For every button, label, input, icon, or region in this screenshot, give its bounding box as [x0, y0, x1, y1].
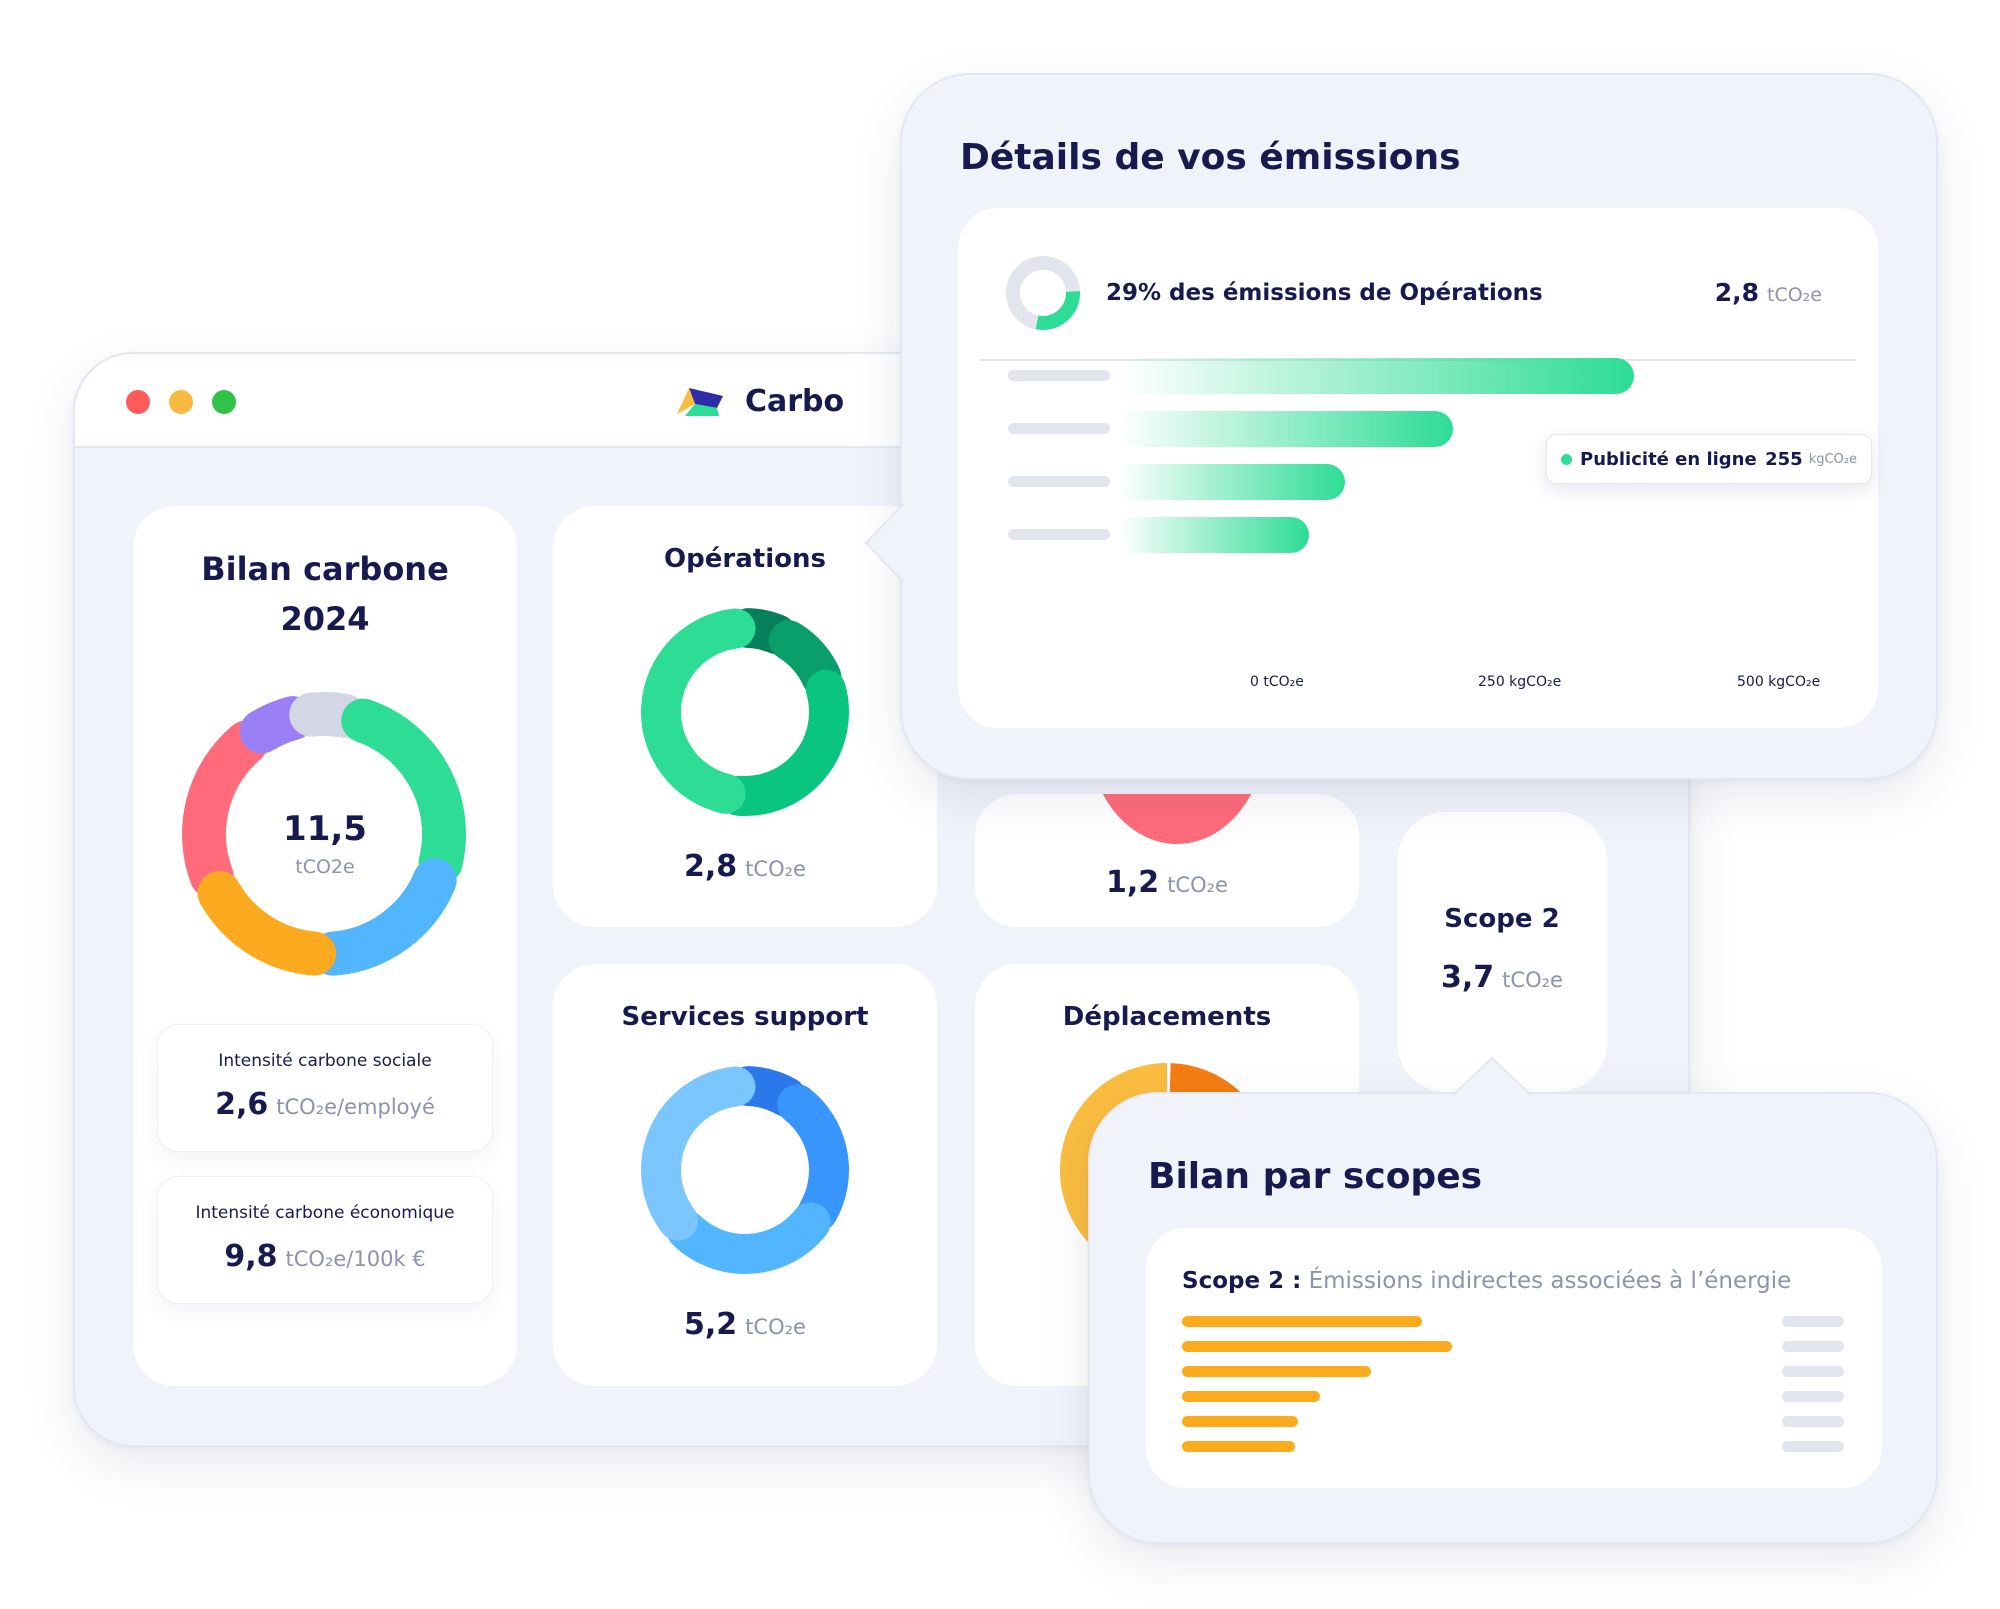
emissions-popup-title: Détails de vos émissions [960, 137, 1461, 178]
donut-segment-orange[interactable] [197, 871, 337, 976]
operations-value: 2,8 tCO₂e [684, 849, 806, 884]
summary-total-value: 11,5 [283, 809, 367, 849]
scopes-popup-title: Bilan par scopes [1148, 1156, 1483, 1197]
popup-pointer-arrow [1452, 1056, 1532, 1096]
scope-bar[interactable] [1182, 1366, 1371, 1377]
summary-donut-chart [182, 692, 466, 976]
minimize-window-button[interactable] [169, 390, 193, 414]
donut-segment-pink[interactable] [182, 720, 269, 899]
partial-donut-chart [1087, 794, 1267, 844]
bar-label-placeholder [1008, 370, 1110, 381]
axis-label-0: 0 tCO₂e [1250, 674, 1304, 690]
scopes-popup: Bilan par scopes Scope 2 : Émissions ind… [1088, 1056, 1938, 1544]
carbo-logo-icon [677, 388, 723, 416]
operations-donut-chart [641, 608, 849, 816]
share-ring-fill [1035, 291, 1080, 330]
scope-value-placeholder [1782, 1341, 1844, 1352]
services-donut-chart [641, 1066, 849, 1274]
scope-detail-panel: Scope 2 : Émissions indirectes associées… [1146, 1228, 1882, 1488]
economic-intensity-card[interactable]: Intensité carbone économique 9,8 tCO₂e/10… [157, 1176, 493, 1304]
deplacements-donut-chart [1060, 1063, 1274, 1277]
tooltip-label: Publicité en ligne [1580, 448, 1757, 470]
scope-bar[interactable] [1182, 1316, 1423, 1327]
services-support-value: 5,2 tCO₂e [684, 1307, 806, 1342]
scope2-card[interactable]: Scope 2 3,7 tCO₂e [1397, 812, 1607, 1092]
donut-segment-purple[interactable] [239, 696, 315, 754]
services-support-title: Services support [621, 1002, 869, 1032]
scope-bar[interactable] [1182, 1441, 1296, 1452]
donut-segment-light-blue[interactable] [641, 1066, 756, 1241]
emissions-details-popup: Détails de vos émissions 29% des émissio… [864, 73, 1938, 780]
summary-total-unit: tCO2e [295, 856, 355, 878]
tooltip-unit: kgCO₂e [1808, 451, 1857, 467]
donut-segment-green[interactable] [718, 669, 849, 816]
close-window-button[interactable] [126, 390, 150, 414]
emission-bar[interactable] [1118, 464, 1346, 500]
brand: Carbo [675, 378, 844, 424]
bar-label-placeholder [1008, 476, 1110, 487]
bar-tooltip: Publicité en ligne 255 kgCO₂e [1546, 434, 1872, 484]
category-card-partially-hidden[interactable]: 1,2 tCO₂e [975, 794, 1359, 927]
scope-bar[interactable] [1182, 1341, 1452, 1352]
scope-bar[interactable] [1182, 1416, 1299, 1427]
app-name: Carbo [745, 383, 845, 419]
scope-value-placeholder [1782, 1316, 1844, 1327]
scope-value-placeholder [1782, 1441, 1844, 1452]
emission-bar[interactable] [1118, 358, 1634, 394]
share-progress-ring [1006, 256, 1080, 330]
donut-segment-green[interactable] [341, 698, 466, 885]
axis-label-500: 500 kgCO₂e [1737, 674, 1821, 690]
scope-value-placeholder [1782, 1416, 1844, 1427]
popup-pointer-arrow [864, 503, 904, 583]
donut-segment-light-green[interactable] [641, 608, 756, 814]
scope2-value: 3,7 tCO₂e [1441, 960, 1563, 995]
summary-title: Bilan carbone 2024 [201, 550, 449, 638]
maximize-window-button[interactable] [212, 390, 236, 414]
donut-segment-grey[interactable] [289, 692, 368, 738]
emission-bar[interactable] [1118, 411, 1454, 447]
emissions-headline-value: 2,8 tCO₂e [1714, 278, 1822, 307]
donut-segment-blue[interactable] [310, 858, 457, 976]
operations-card[interactable]: Opérations 2,8 tCO₂e [553, 506, 937, 927]
scope-value-placeholder [1782, 1391, 1844, 1402]
emissions-detail-panel: 29% des émissions de Opérations 2,8 tCO₂e… [958, 208, 1878, 728]
scope-heading: Scope 2 : Émissions indirectes associées… [1182, 1268, 1792, 1294]
donut-segment-mid-blue[interactable] [666, 1202, 831, 1274]
services-support-card[interactable]: Services support 5,2 tCO₂e [553, 964, 937, 1386]
donut-segment-blue[interactable] [777, 1084, 849, 1232]
tooltip-value: 255 [1765, 448, 1803, 470]
hidden-card-value: 1,2 tCO₂e [1106, 865, 1228, 900]
operations-title: Opérations [664, 544, 826, 574]
bar-label-placeholder [1008, 423, 1110, 434]
axis-label-250: 250 kgCO₂e [1478, 674, 1562, 690]
deplacements-title: Déplacements [1062, 1002, 1272, 1032]
social-intensity-label: Intensité carbone sociale [218, 1051, 432, 1071]
economic-intensity-value: 9,8 tCO₂e/100k € [224, 1239, 426, 1274]
emissions-headline: 29% des émissions de Opérations [1106, 280, 1543, 306]
emission-bar[interactable] [1118, 517, 1309, 553]
scope-bar[interactable] [1182, 1391, 1320, 1402]
social-intensity-value: 2,6 tCO₂e/employé [215, 1087, 435, 1122]
social-intensity-card[interactable]: Intensité carbone sociale 2,6 tCO₂e/emplo… [157, 1024, 493, 1152]
summary-card[interactable]: Bilan carbone 2024 11,5 tCO2e Intensité … [133, 506, 517, 1386]
economic-intensity-label: Intensité carbone économique [195, 1203, 455, 1223]
bar-label-placeholder [1008, 529, 1110, 540]
scope-value-placeholder [1782, 1366, 1844, 1377]
donut-segment-mid-green[interactable] [768, 620, 842, 698]
scope2-title: Scope 2 [1444, 904, 1560, 934]
tooltip-dot [1561, 453, 1572, 465]
